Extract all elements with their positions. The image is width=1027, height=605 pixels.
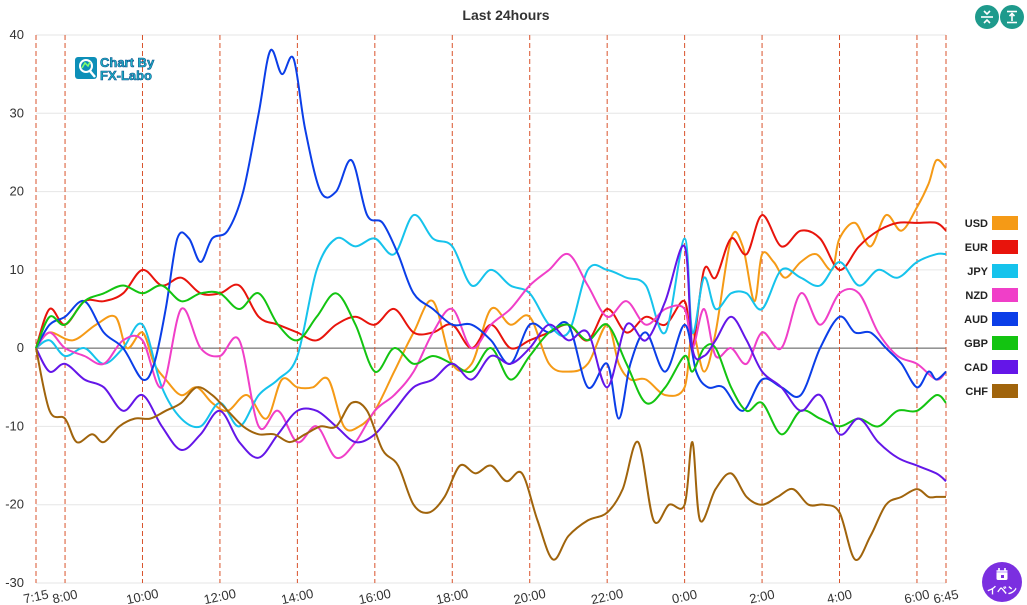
legend-item-aud[interactable]: AUD (964, 312, 1018, 326)
legend-label: USD (965, 218, 988, 230)
legend-label: NZD (965, 290, 988, 302)
compress-vertical-icon (981, 10, 993, 24)
legend-item-jpy[interactable]: JPY (967, 264, 1018, 278)
series-line-cad (35, 244, 947, 482)
legend-item-cad[interactable]: CAD (964, 360, 1018, 374)
legend-item-nzd[interactable]: NZD (965, 288, 1018, 302)
x-tick-label: 18:00 (435, 586, 470, 605)
y-tick-label: 10 (10, 262, 24, 277)
y-axis-ticks: 40 30 20 10 0 -10 -20 -30 (5, 27, 24, 590)
legend-item-eur[interactable]: EUR (965, 240, 1018, 254)
legend-label: GBP (964, 338, 988, 350)
y-tick-label: 40 (10, 27, 24, 42)
series-line-aud (35, 48, 947, 420)
align-top-button[interactable] (1000, 5, 1024, 29)
x-tick-label: 7:15 (22, 587, 50, 605)
chart-title: Last 24hours (462, 7, 549, 23)
event-button-label: イベン (987, 586, 1017, 597)
legend-swatch (992, 288, 1018, 302)
x-tick-label: 0:00 (671, 587, 699, 605)
legend-item-gbp[interactable]: GBP (964, 336, 1018, 350)
legend-swatch (992, 384, 1018, 398)
legend[interactable]: USD EUR JPY NZD AUD GBP CAD CHF (964, 216, 1018, 398)
legend-label: JPY (967, 266, 988, 278)
legend-swatch (992, 240, 1018, 254)
y-tick-label: -10 (5, 418, 24, 433)
x-tick-label: 22:00 (590, 586, 625, 605)
legend-swatch (992, 360, 1018, 374)
x-tick-label: 14:00 (280, 586, 315, 605)
x-axis-ticks: 7:15 8:00 10:00 12:00 14:00 16:00 18:00 20:00 22… (22, 586, 960, 605)
legend-label: AUD (964, 314, 988, 326)
x-tick-label: 6:45 (932, 587, 960, 605)
x-tick-label: 12:00 (202, 586, 237, 605)
x-tick-label: 20:00 (512, 586, 547, 605)
series-line-gbp (35, 284, 947, 436)
series-line-jpy (35, 214, 947, 429)
calendar-icon (996, 568, 1008, 580)
x-tick-label: 6:00 (903, 587, 931, 605)
x-tick-label: 10:00 (125, 586, 160, 605)
logo-line-1: Chart By (100, 55, 155, 70)
series-line-chf (35, 347, 946, 561)
x-tick-label: 8:00 (51, 587, 79, 605)
legend-swatch (992, 312, 1018, 326)
legend-swatch (992, 336, 1018, 350)
legend-label: CAD (964, 362, 988, 374)
y-tick-label: -20 (5, 497, 24, 512)
legend-item-chf[interactable]: CHF (965, 384, 1018, 398)
event-button[interactable]: イベン (982, 562, 1022, 602)
y-tick-label: -30 (5, 575, 24, 590)
legend-swatch (992, 216, 1018, 230)
legend-label: EUR (965, 242, 988, 254)
series-line-eur (35, 214, 947, 350)
fit-vertical-button[interactable] (975, 5, 999, 29)
x-tick-label: 16:00 (357, 586, 392, 605)
chart-magnifier-icon (75, 57, 97, 79)
y-tick-label: 20 (10, 184, 24, 199)
legend-swatch (992, 264, 1018, 278)
series-line-nzd (35, 252, 947, 460)
x-tick-label: 4:00 (825, 587, 853, 605)
legend-label: CHF (965, 386, 988, 398)
series-lines (35, 48, 947, 561)
align-top-icon (1007, 10, 1017, 24)
logo-line-2: FX-Labo (100, 68, 152, 83)
y-tick-label: 0 (17, 340, 24, 355)
chart-by-fx-labo-logo: Chart By FX-Labo (75, 55, 155, 83)
x-tick-label: 2:00 (748, 587, 776, 605)
y-tick-label: 30 (10, 105, 24, 120)
legend-item-usd[interactable]: USD (965, 216, 1018, 230)
